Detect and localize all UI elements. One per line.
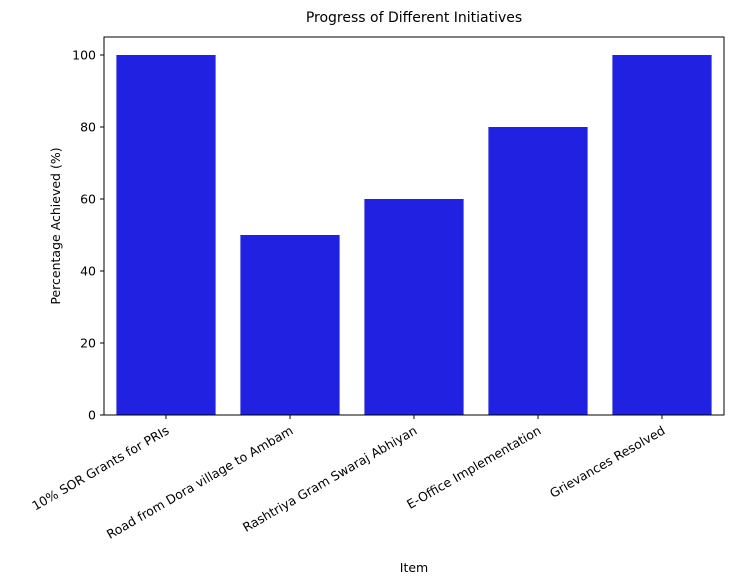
x-tick-label: 10% SOR Grants for PRIs [29,423,171,514]
y-tick-label: 80 [80,120,96,135]
y-axis-label: Percentage Achieved (%) [48,147,63,304]
chart-title: Progress of Different Initiatives [306,10,522,26]
x-axis-label: Item [400,560,428,575]
y-tick-label: 40 [80,264,96,279]
x-tick-label: Grievances Resolved [547,423,668,501]
x-tick-label: E-Office Implementation [404,423,544,512]
y-tick-label: 20 [80,336,96,351]
y-axis: 0 20 40 60 80 100 [72,48,104,423]
bar [116,55,216,415]
plot-frame [103,36,725,416]
y-tick-label: 100 [72,48,96,63]
bar [612,55,712,415]
bar [240,235,340,415]
bars-group [116,55,712,415]
y-tick-label: 0 [88,408,96,423]
y-tick-label: 60 [80,192,96,207]
bar [364,199,464,415]
bar [488,127,588,415]
